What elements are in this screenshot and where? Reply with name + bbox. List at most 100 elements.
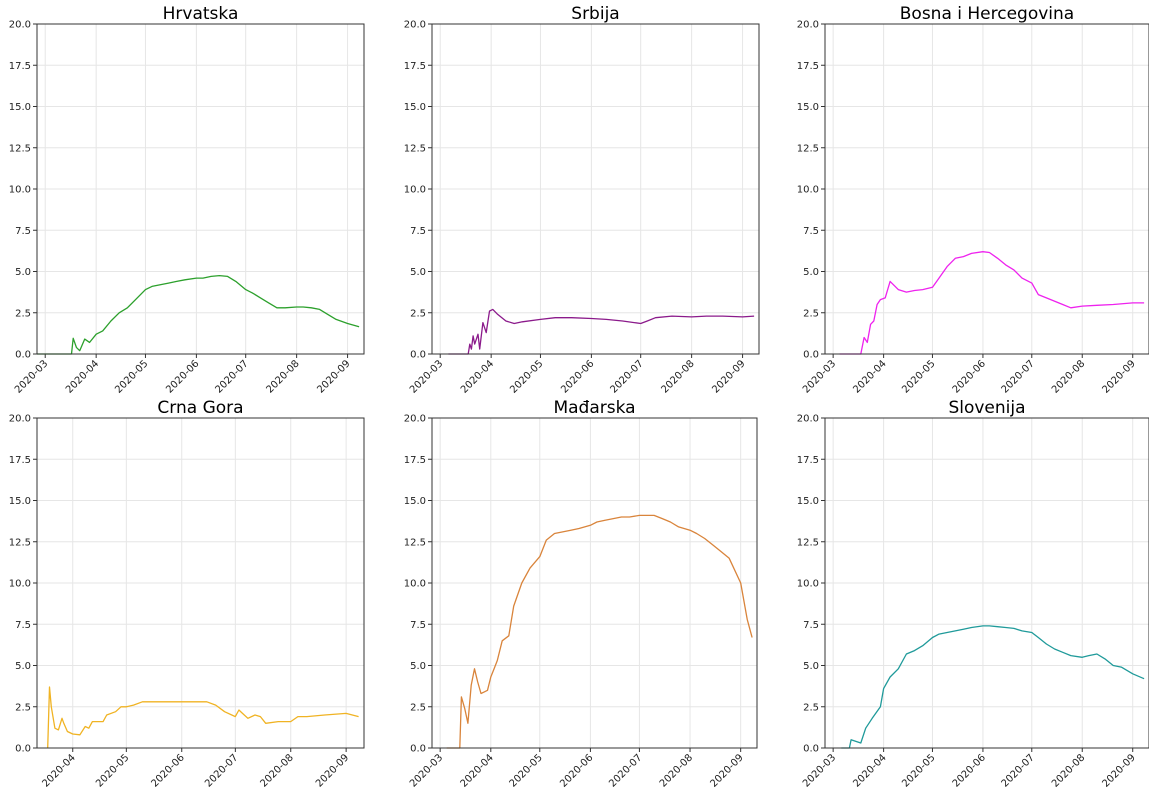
chart-title: Slovenija [948,398,1025,418]
x-tick-label: 2020-09 [1101,358,1138,395]
chart-title: Mađarska [553,398,635,418]
y-tick-label: 0.0 [15,744,31,755]
y-tick-label: 15.0 [9,102,31,113]
y-tick-label: 20.0 [404,414,426,425]
y-tick-label: 20.0 [404,20,426,31]
y-tick-label: 10.0 [797,579,819,590]
y-tick-label: 10.0 [797,185,819,196]
y-tick-label: 15.0 [404,102,426,113]
y-tick-label: 7.5 [15,620,31,631]
x-tick-label: 2020-05 [508,752,545,789]
y-tick-label: 7.5 [410,226,426,237]
x-tick-label: 2020-08 [264,358,301,395]
series-line-crna-gora [47,686,359,749]
x-tick-label: 2020-09 [315,358,352,395]
y-tick-label: 7.5 [15,226,31,237]
y-tick-label: 17.5 [9,61,31,72]
y-tick-label: 0.0 [15,350,31,361]
y-tick-label: 15.0 [404,496,426,507]
x-tick-label: 2020-06 [559,358,596,395]
y-tick-label: 12.5 [797,143,819,154]
x-tick-label: 2020-09 [1101,752,1138,789]
x-tick-label: 2020-08 [658,752,695,789]
x-tick-label: 2020-06 [558,752,595,789]
y-tick-label: 0.0 [803,350,819,361]
x-tick-label: 2020-04 [64,358,101,395]
x-tick-label: 2020-08 [659,358,696,395]
x-tick-label: 2020-04 [851,358,888,395]
series-line-madarska [446,514,753,749]
chart-title: Bosna i Hercegovina [900,4,1074,24]
x-tick-label: 2020-07 [608,358,645,395]
axes-frame [824,417,1149,749]
x-tick-label: 2020-05 [900,358,937,395]
x-tick-label: 2020-06 [150,752,187,789]
chart-title: Hrvatska [163,4,239,24]
y-tick-label: 12.5 [404,143,426,154]
x-tick-label: 2020-06 [951,752,988,789]
y-tick-label: 17.5 [9,455,31,466]
y-tick-label: 2.5 [410,308,426,319]
y-tick-label: 20.0 [9,20,31,31]
y-tick-label: 2.5 [15,308,31,319]
chart-bosna-i-hercegovina: 0.0 2.5 5.0 7.5 10.0 12.5 15.0 17.5 20.0 2020-03 2… [797,4,1149,396]
x-tick-label: 2020-09 [710,358,747,395]
y-tick-label: 20.0 [797,414,819,425]
series-line-slovenija [841,625,1145,749]
chart-madarska: 0.0 2.5 5.0 7.5 10.0 12.5 15.0 17.5 20.0 2020-03 2… [404,398,758,790]
chart-title: Srbija [571,4,619,24]
y-tick-label: 12.5 [9,143,31,154]
x-tick-label: 2020-04 [459,752,496,789]
x-tick-label: 2020-07 [1000,752,1037,789]
x-tick-label: 2020-07 [607,752,644,789]
y-tick-label: 20.0 [9,414,31,425]
x-tick-label: 2020-05 [508,358,545,395]
axes-frame [824,23,1149,355]
x-tick-label: 2020-05 [113,358,150,395]
chart-crna-gora: 0.0 2.5 5.0 7.5 10.0 12.5 15.0 17.5 20.0 2020-04 2… [9,398,365,790]
x-tick-label: 2020-04 [41,752,78,789]
y-tick-label: 7.5 [410,620,426,631]
x-tick-label: 2020-06 [164,358,201,395]
x-tick-label: 2020-07 [213,358,250,395]
x-tick-label: 2020-07 [1000,358,1037,395]
chart-hrvatska: 0.0 2.5 5.0 7.5 10.0 12.5 15.0 17.5 20.0 2020-03 2… [9,4,365,396]
y-tick-label: 10.0 [9,185,31,196]
y-tick-label: 2.5 [803,308,819,319]
y-tick-label: 12.5 [9,537,31,548]
y-tick-label: 10.0 [404,185,426,196]
series-line-hrvatska [37,274,360,355]
x-tick-label: 2020-03 [13,358,50,395]
x-tick-label: 2020-08 [1050,358,1087,395]
y-tick-label: 5.0 [803,267,819,278]
x-tick-label: 2020-05 [900,752,937,789]
chart-slovenija: 0.0 2.5 5.0 7.5 10.0 12.5 15.0 17.5 20.0 2020-03 2… [797,398,1149,790]
y-tick-label: 17.5 [797,61,819,72]
x-tick-label: 2020-08 [1050,752,1087,789]
chart-srbija: 0.0 2.5 5.0 7.5 10.0 12.5 15.0 17.5 20.0 2020-03 2… [404,4,760,396]
y-tick-label: 2.5 [410,702,426,713]
y-tick-label: 12.5 [404,537,426,548]
y-tick-label: 5.0 [410,661,426,672]
x-tick-label: 2020-07 [203,752,240,789]
x-tick-label: 2020-04 [459,358,496,395]
y-tick-label: 5.0 [803,661,819,672]
x-tick-label: 2020-08 [259,752,296,789]
axes-frame [36,417,365,749]
y-tick-label: 0.0 [410,744,426,755]
x-tick-label: 2020-03 [801,752,838,789]
y-tick-label: 0.0 [803,744,819,755]
x-tick-label: 2020-05 [94,752,131,789]
y-tick-label: 17.5 [404,61,426,72]
y-tick-label: 10.0 [9,579,31,590]
series-line-srbija [448,308,755,355]
x-tick-label: 2020-03 [801,358,838,395]
axes-frame [36,23,365,355]
x-tick-label: 2020-09 [708,752,745,789]
y-tick-label: 5.0 [15,661,31,672]
y-tick-label: 15.0 [9,496,31,507]
y-tick-label: 12.5 [797,537,819,548]
x-tick-label: 2020-03 [408,358,445,395]
axes-frame [431,23,760,355]
